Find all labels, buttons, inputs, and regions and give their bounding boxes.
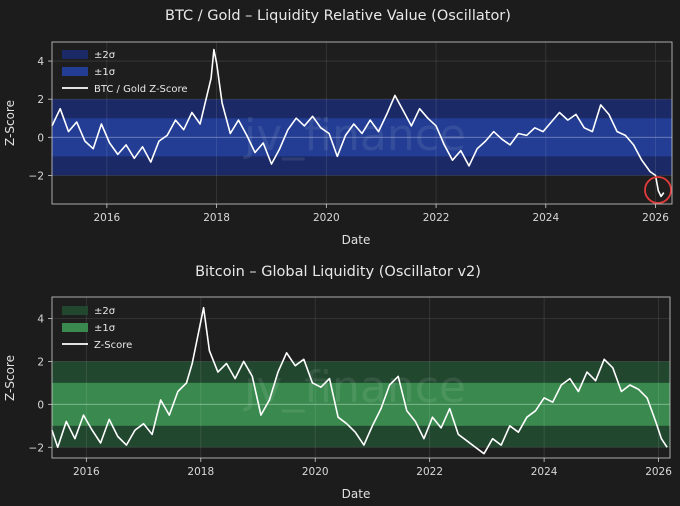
chart-1: BTC / Gold – Liquidity Relative Value (O… bbox=[3, 8, 673, 247]
chart-1-highlight-circle bbox=[644, 176, 672, 204]
y-tick-label: 0 bbox=[37, 132, 44, 144]
chart-1-frame bbox=[51, 41, 673, 205]
chart-1-legend-label-1sigma: ±1σ bbox=[94, 67, 116, 78]
x-tick-label: 2018 bbox=[187, 466, 214, 478]
y-tick-label: 2 bbox=[37, 94, 44, 106]
y-tick-label: −2 bbox=[29, 442, 44, 454]
x-tick-label: 2016 bbox=[73, 466, 100, 478]
chart-2-x-ticks: 2016 2018 2020 2022 2024 2026 bbox=[73, 458, 672, 478]
chart-1-title: BTC / Gold – Liquidity Relative Value (O… bbox=[165, 8, 511, 24]
chart-1-legend-label-line: BTC / Gold Z-Score bbox=[94, 84, 188, 95]
chart-1-y-ticks: 4 2 0 −2 bbox=[29, 56, 52, 182]
y-tick-label: 2 bbox=[37, 356, 44, 368]
chart-1-legend-label-2sigma: ±2σ bbox=[94, 50, 116, 61]
x-tick-label: 2024 bbox=[531, 466, 558, 478]
chart-2-y-label: Z-Score bbox=[3, 355, 17, 401]
chart-2-legend-label-line: Z-Score bbox=[94, 340, 132, 351]
x-tick-label: 2024 bbox=[532, 212, 559, 224]
chart-2-legend-swatch-1sigma bbox=[62, 323, 88, 332]
chart-2-x-label: Date bbox=[342, 487, 371, 501]
y-tick-label: 4 bbox=[37, 313, 44, 325]
chart-1-x-ticks: 2016 2018 2020 2022 2024 2026 bbox=[94, 204, 669, 224]
chart-2-series-line bbox=[51, 306, 668, 455]
chart-1-legend-swatch-2sigma bbox=[62, 50, 88, 59]
chart-1-series-line bbox=[51, 48, 665, 198]
chart-1-legend: ±2σ ±1σ BTC / Gold Z-Score bbox=[62, 50, 188, 95]
x-tick-label: 2020 bbox=[313, 212, 340, 224]
y-tick-label: 0 bbox=[37, 399, 44, 411]
x-tick-label: 2018 bbox=[203, 212, 230, 224]
chart-1-legend-swatch-1sigma bbox=[62, 67, 88, 76]
chart-2-y-ticks: 4 2 0 −2 bbox=[29, 313, 52, 454]
chart-2-legend-label-1sigma: ±1σ bbox=[94, 323, 116, 334]
chart-2-legend: ±2σ ±1σ Z-Score bbox=[62, 306, 132, 351]
y-tick-label: −2 bbox=[29, 170, 44, 182]
x-tick-label: 2026 bbox=[645, 466, 672, 478]
x-tick-label: 2020 bbox=[302, 466, 329, 478]
x-tick-label: 2022 bbox=[423, 212, 450, 224]
chart-2-legend-swatch-2sigma bbox=[62, 306, 88, 315]
y-tick-label: 4 bbox=[37, 56, 44, 68]
chart-2-frame bbox=[51, 296, 671, 459]
x-tick-label: 2016 bbox=[94, 212, 121, 224]
chart-2: Bitcoin – Global Liquidity (Oscillator v… bbox=[3, 264, 672, 501]
chart-2-title: Bitcoin – Global Liquidity (Oscillator v… bbox=[195, 264, 481, 280]
chart-2-watermark: jv_finance bbox=[243, 362, 466, 413]
chart-1-x-label: Date bbox=[342, 233, 371, 247]
x-tick-label: 2022 bbox=[416, 466, 443, 478]
x-tick-label: 2026 bbox=[642, 212, 669, 224]
chart-1-y-label: Z-Score bbox=[3, 100, 17, 146]
chart-2-legend-label-2sigma: ±2σ bbox=[94, 306, 116, 317]
